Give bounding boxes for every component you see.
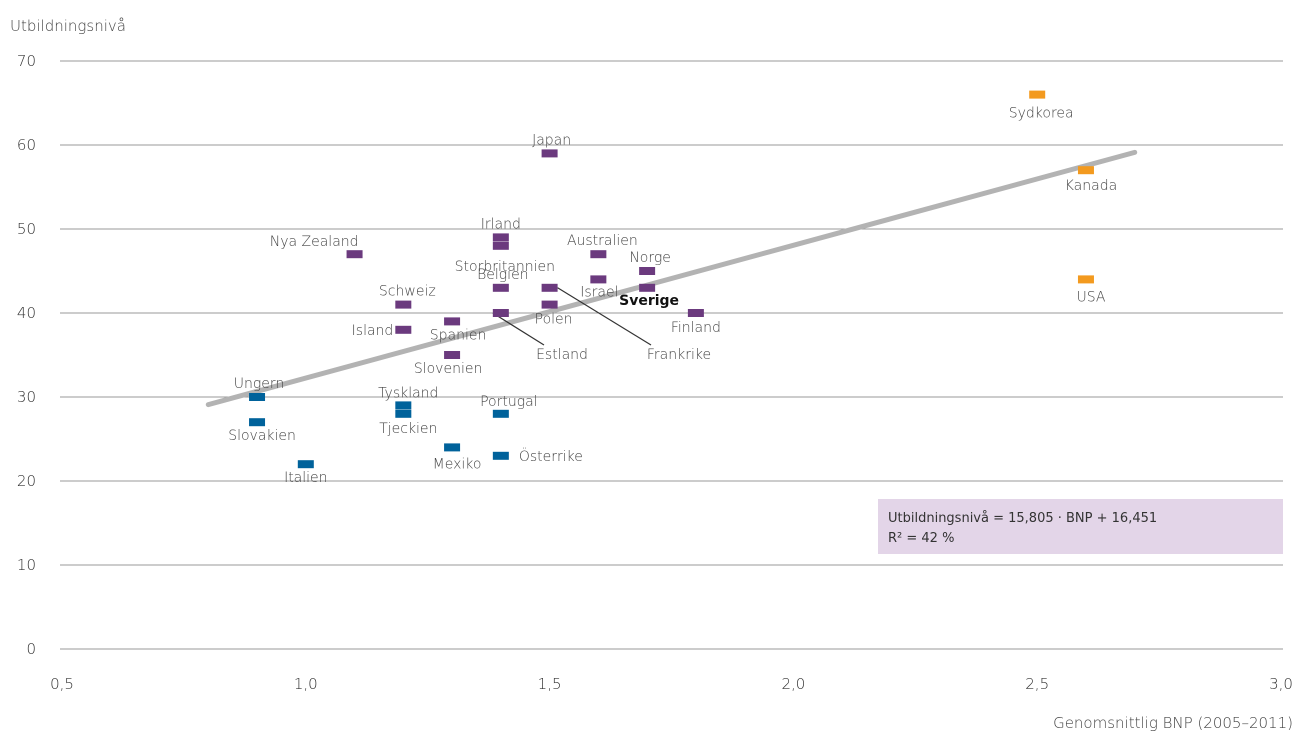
point-label: Irland [481,216,521,232]
point-marker-israel [590,275,607,284]
point-marker-belgien [492,283,509,292]
x-tick-label: 1,5 [538,675,562,693]
point-marker-slovakien [249,418,266,427]
equation-text: Utbildningsnivå = 15,805 · BNP + 16,451 [888,511,1157,526]
y-tick-label: 30 [17,388,36,406]
equation-box-background [878,499,1283,554]
point-marker-ungern [249,393,266,401]
equation-box: Utbildningsnivå = 15,805 · BNP + 16,451 … [878,499,1283,554]
point-marker-nya-zealand [346,250,363,259]
point-label: Mexiko [433,456,482,472]
point-label: Australien [567,233,638,249]
x-axis-ticks: 0,5 1,0 1,5 2,0 2,5 3,0 [50,675,1293,693]
point-label: Frankrike [647,347,711,363]
point-label: Österrike [519,448,583,465]
leader-line [557,287,652,346]
point-label: Finland [671,320,721,336]
point-label: Nya Zealand [270,234,359,250]
y-tick-label: 0 [26,640,36,658]
point-marker-schweiz [395,300,412,309]
y-tick-label: 40 [17,304,36,322]
point-label: Slovakien [228,428,296,444]
point-label: Kanada [1065,178,1117,194]
point-label: Polen [535,312,573,328]
point-label: Ungern [234,376,285,392]
y-axis-ticks: 0 10 20 30 40 50 60 70 [17,52,36,658]
r-squared-text: R² = 42 % [888,531,954,546]
point-labels: Sydkorea Kanada USA Japan Irland Storbritanni… [228,106,1117,487]
leader-lines [492,287,652,346]
x-axis-title: Genomsnittlig BNP (2005–2011) [1053,714,1293,731]
point-label: Slovenien [414,361,483,377]
point-label: Sverige [619,293,679,309]
point-marker-estland [492,309,509,317]
point-marker-tjeckien [395,409,412,418]
point-marker-norge [639,267,656,275]
point-marker-italien [297,460,314,469]
point-label: Storbritannien [455,259,555,275]
y-tick-label: 70 [17,52,36,70]
y-tick-label: 50 [17,220,36,238]
point-marker-österrike [492,451,509,460]
point-marker-storbritannien [492,241,509,250]
point-marker-portugal [492,409,509,418]
point-marker-spanien [444,317,461,326]
point-label: Italien [284,470,327,486]
point-label: Belgien [477,267,528,283]
point-marker-australien [590,250,607,259]
point-label: Spanien [430,327,487,343]
point-label: Sydkorea [1009,106,1074,122]
point-label: Tyskland [378,385,438,401]
y-axis-title: Utbildningsnivå [10,17,126,35]
leader-line [492,312,545,346]
point-marker-finland [687,309,704,317]
point-marker-slovenien [444,351,461,359]
x-tick-label: 3,0 [1269,675,1293,693]
point-marker-sydkorea [1029,90,1046,99]
point-marker-kanada [1077,166,1094,175]
point-marker-island [395,325,412,334]
x-tick-label: 0,5 [50,675,74,693]
point-label: USA [1076,289,1105,305]
y-tick-label: 60 [17,136,36,154]
point-label: Israel [580,284,618,300]
x-tick-label: 2,5 [1025,675,1049,693]
point-label: Japan [532,132,571,148]
x-tick-label: 1,0 [294,675,318,693]
point-marker-mexiko [444,443,461,452]
point-label: Schweiz [379,284,436,300]
point-marker-polen [541,300,558,309]
data-points [249,90,1094,469]
point-label: Portugal [480,394,538,410]
y-tick-label: 10 [17,556,36,574]
point-label: Island [352,323,394,339]
point-marker-japan [541,149,558,158]
point-marker-tyskland [395,401,412,410]
point-marker-irland [492,233,509,242]
point-marker-usa [1077,275,1094,284]
point-label: Norge [629,250,671,266]
x-tick-label: 2,0 [781,675,805,693]
y-tick-label: 20 [17,472,36,490]
point-label: Tjeckien [379,421,437,437]
point-label: Estland [536,347,588,363]
trend-line [205,149,1138,408]
point-marker-sverige [639,283,656,292]
point-marker-frankrike [541,283,558,292]
